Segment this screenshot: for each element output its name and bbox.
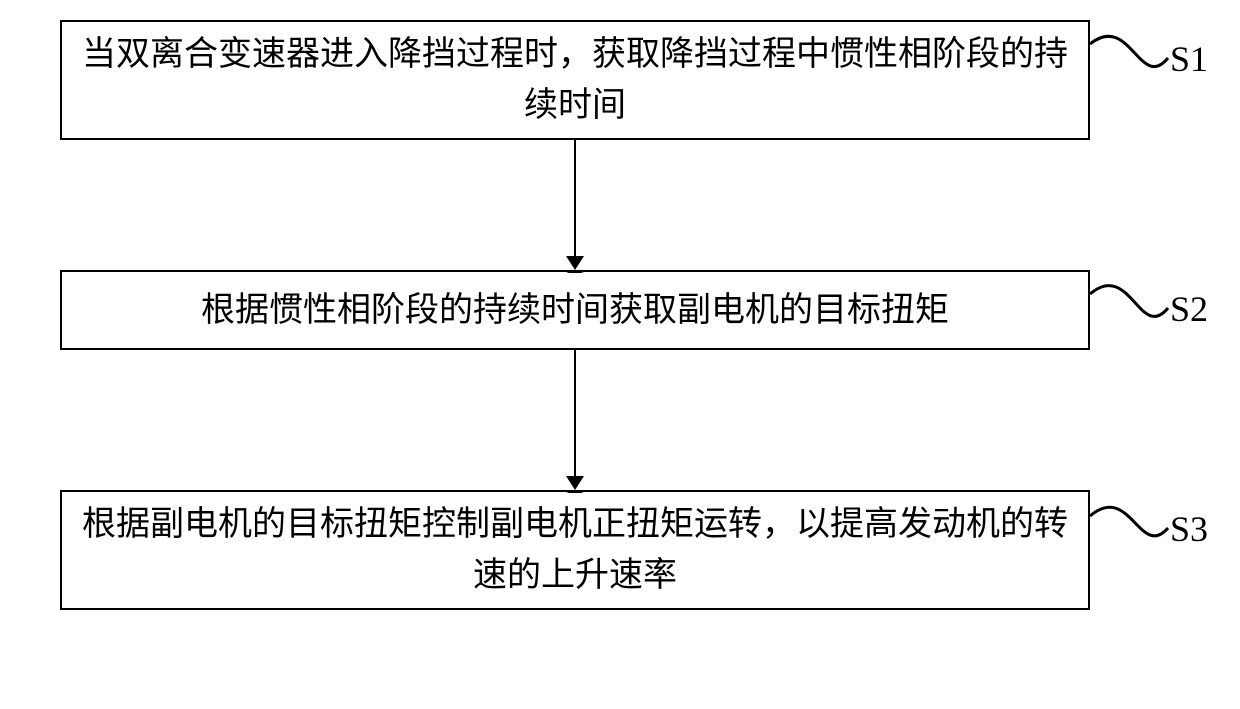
label-connectors	[0, 0, 1240, 709]
connector-s3	[1090, 507, 1168, 536]
flowchart-diagram: 当双离合变速器进入降挡过程时，获取降挡过程中惯性相阶段的持续时间 根据惯性相阶段…	[0, 0, 1240, 709]
connector-s2	[1090, 286, 1168, 317]
connector-s1	[1090, 36, 1168, 66]
